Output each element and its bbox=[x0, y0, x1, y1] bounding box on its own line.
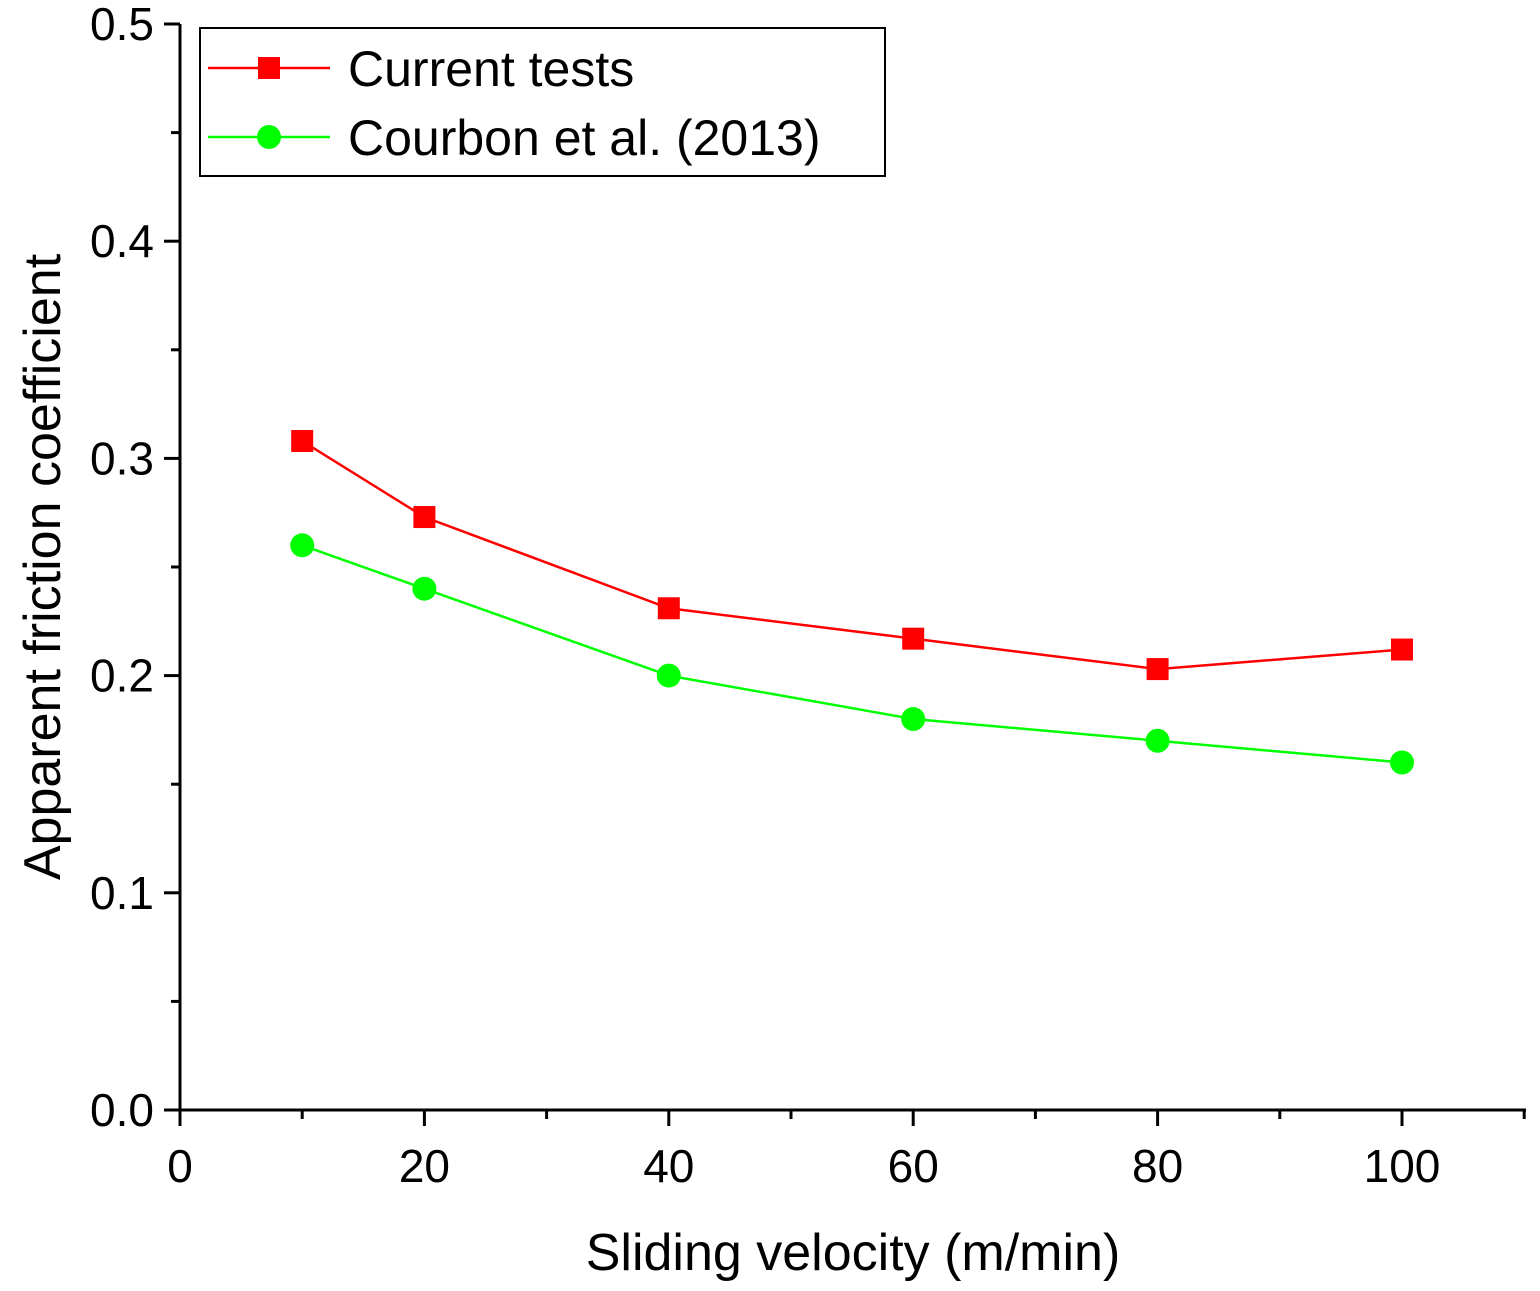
data-point-courbon bbox=[1390, 750, 1414, 775]
data-point-courbon bbox=[901, 707, 926, 732]
y-ticks: 0.0 0.1 0.2 0.3 0.4 0.5 bbox=[90, 0, 180, 1136]
series-line-current-tests bbox=[301, 439, 1403, 671]
data-point-current-tests bbox=[902, 627, 925, 650]
legend-box bbox=[199, 27, 886, 177]
legend-marker-current-tests bbox=[258, 57, 280, 79]
y-tick-label: 0.4 bbox=[90, 215, 154, 267]
data-point-current-tests bbox=[1391, 638, 1413, 661]
x-ticks: 0 20 40 60 80 100 bbox=[167, 1110, 1526, 1192]
y-tick-label: 0.1 bbox=[90, 867, 154, 919]
data-point-current-tests bbox=[657, 597, 680, 620]
legend-marker-courbon bbox=[257, 125, 281, 149]
y-tick-label: 0.0 bbox=[90, 1084, 154, 1136]
data-point-current-tests bbox=[1146, 658, 1169, 681]
y-tick-label: 0.3 bbox=[90, 432, 154, 484]
series-layer bbox=[290, 430, 1414, 775]
data-point-courbon bbox=[1145, 728, 1170, 753]
y-axis-title: Apparent friction coefficient bbox=[14, 253, 72, 880]
x-tick-label: 40 bbox=[643, 1140, 694, 1192]
axes bbox=[178, 24, 1526, 1112]
data-point-courbon bbox=[412, 576, 437, 601]
data-point-courbon bbox=[290, 533, 315, 558]
x-tick-label: 20 bbox=[399, 1140, 450, 1192]
x-axis-title: Sliding velocity (m/min) bbox=[586, 1224, 1121, 1282]
y-tick-label: 0.2 bbox=[90, 650, 154, 702]
legend: Current tests Courbon et al. (2013) bbox=[199, 27, 886, 177]
x-tick-label: 0 bbox=[167, 1140, 193, 1192]
x-tick-label: 100 bbox=[1364, 1140, 1441, 1192]
legend-label-current-tests: Current tests bbox=[348, 41, 634, 97]
data-point-current-tests bbox=[413, 506, 436, 529]
series-line-courbon bbox=[301, 544, 1403, 764]
y-tick-label: 0.5 bbox=[90, 0, 154, 50]
legend-label-courbon: Courbon et al. (2013) bbox=[348, 110, 821, 166]
x-tick-label: 80 bbox=[1132, 1140, 1183, 1192]
data-point-courbon bbox=[656, 663, 681, 688]
data-point-current-tests bbox=[291, 430, 314, 453]
x-tick-label: 60 bbox=[888, 1140, 939, 1192]
